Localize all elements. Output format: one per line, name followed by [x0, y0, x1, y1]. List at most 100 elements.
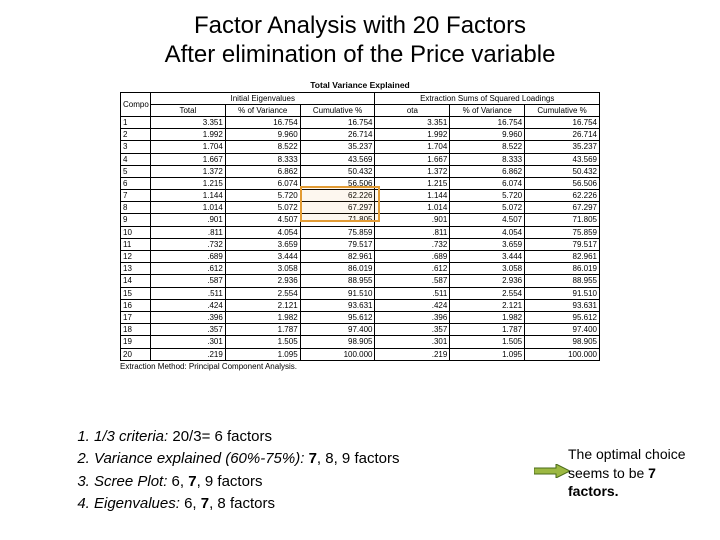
cell: 100.000 [300, 348, 375, 360]
cell: 5.720 [225, 190, 300, 202]
cell: 5.720 [450, 190, 525, 202]
criteria-item: Eigenvalues: 6, 7, 8 factors [94, 494, 502, 514]
hdr-initial-eigen: Initial Eigenvalues [151, 92, 375, 104]
table-row: 13.35116.75416.7543.35116.75416.754 [121, 116, 600, 128]
variance-table: Compo nent Initial Eigenvalues Extractio… [120, 92, 600, 361]
hdr-ota: ota [375, 104, 450, 116]
title-line-2: After elimination of the Price variable [165, 41, 556, 68]
cell: 95.612 [525, 311, 600, 323]
table-row: 71.1445.72062.2261.1445.72062.226 [121, 190, 600, 202]
cell: 1.704 [151, 141, 226, 153]
cell: 43.569 [525, 153, 600, 165]
cell: 91.510 [300, 287, 375, 299]
cell: 4.054 [225, 226, 300, 238]
cell: 16.754 [525, 116, 600, 128]
cell: 1.215 [375, 177, 450, 189]
cell: .396 [375, 311, 450, 323]
cell: 3.058 [450, 263, 525, 275]
table-row: 19.3011.50598.905.3011.50598.905 [121, 336, 600, 348]
cell: 1.095 [225, 348, 300, 360]
hdr-pctvar: % of Variance [225, 104, 300, 116]
table-row: 12.6893.44482.961.6893.44482.961 [121, 251, 600, 263]
cell: 7 [121, 190, 151, 202]
cell: 35.237 [525, 141, 600, 153]
cell: .424 [151, 299, 226, 311]
cell: .901 [375, 214, 450, 226]
table-row: 14.5872.93688.955.5872.93688.955 [121, 275, 600, 287]
cell: .811 [375, 226, 450, 238]
table-row: 9.9014.50771.805.9014.50771.805 [121, 214, 600, 226]
extraction-note: Extraction Method: Principal Component A… [120, 362, 600, 371]
criteria-item: 1/3 criteria: 20/3= 6 factors [94, 427, 502, 447]
cell: 6.074 [225, 177, 300, 189]
cell: 13 [121, 263, 151, 275]
cell: 16.754 [225, 116, 300, 128]
cell: 91.510 [525, 287, 600, 299]
cell: 1.014 [151, 202, 226, 214]
cell: 1 [121, 116, 151, 128]
cell: 35.237 [300, 141, 375, 153]
table-row: 21.9929.96026.7141.9929.96026.714 [121, 129, 600, 141]
table-row: 13.6123.05886.019.6123.05886.019 [121, 263, 600, 275]
slide-title: Factor Analysis with 20 Factors After el… [0, 0, 720, 76]
cell: .301 [375, 336, 450, 348]
cell: 1.787 [225, 324, 300, 336]
cell: 18 [121, 324, 151, 336]
cell: 62.226 [300, 190, 375, 202]
cell: 2.121 [450, 299, 525, 311]
cell: .511 [151, 287, 226, 299]
cell: 3.444 [225, 251, 300, 263]
cell: 71.805 [525, 214, 600, 226]
cell: 97.400 [300, 324, 375, 336]
cell: 17 [121, 311, 151, 323]
cell: 11 [121, 238, 151, 250]
cell: 1.372 [151, 165, 226, 177]
cell: 88.955 [300, 275, 375, 287]
hdr-extraction: Extraction Sums of Squared Loadings [375, 92, 600, 104]
table-row: 61.2156.07456.5061.2156.07456.506 [121, 177, 600, 189]
cell: 1.992 [375, 129, 450, 141]
cell: 43.569 [300, 153, 375, 165]
cell: .901 [151, 214, 226, 226]
conclusion-text: The optimal choice seems to be 7 factors… [568, 445, 698, 500]
hdr-cum: Cumulative % [300, 104, 375, 116]
cell: 1.992 [151, 129, 226, 141]
table-row: 81.0145.07267.2971.0145.07267.297 [121, 202, 600, 214]
cell: 1.787 [450, 324, 525, 336]
criteria-item: Scree Plot: 6, 7, 9 factors [94, 472, 502, 492]
cell: 1.505 [450, 336, 525, 348]
cell: .219 [151, 348, 226, 360]
cell: .612 [375, 263, 450, 275]
cell: 86.019 [525, 263, 600, 275]
cell: 2.121 [225, 299, 300, 311]
cell: 6.862 [450, 165, 525, 177]
table-row: 41.6678.33343.5691.6678.33343.569 [121, 153, 600, 165]
table-row: 10.8114.05475.859.8114.05475.859 [121, 226, 600, 238]
cell: 75.859 [525, 226, 600, 238]
cell: 1.505 [225, 336, 300, 348]
cell: 93.631 [525, 299, 600, 311]
cell: 1.982 [450, 311, 525, 323]
cell: 1.144 [375, 190, 450, 202]
table-row: 16.4242.12193.631.4242.12193.631 [121, 299, 600, 311]
cell: 79.517 [300, 238, 375, 250]
cell: .219 [375, 348, 450, 360]
cell: .357 [151, 324, 226, 336]
cell: 3.058 [225, 263, 300, 275]
cell: 50.432 [300, 165, 375, 177]
cell: 100.000 [525, 348, 600, 360]
cell: 26.714 [525, 129, 600, 141]
table-row: 11.7323.65979.517.7323.65979.517 [121, 238, 600, 250]
cell: 2.554 [225, 287, 300, 299]
cell: 4.507 [450, 214, 525, 226]
cell: .587 [151, 275, 226, 287]
cell: 5.072 [225, 202, 300, 214]
arrow-icon [534, 464, 570, 478]
cell: .301 [151, 336, 226, 348]
cell: 16.754 [300, 116, 375, 128]
cell: 1.667 [151, 153, 226, 165]
cell: .689 [151, 251, 226, 263]
cell: 4 [121, 153, 151, 165]
cell: 19 [121, 336, 151, 348]
cell: 97.400 [525, 324, 600, 336]
